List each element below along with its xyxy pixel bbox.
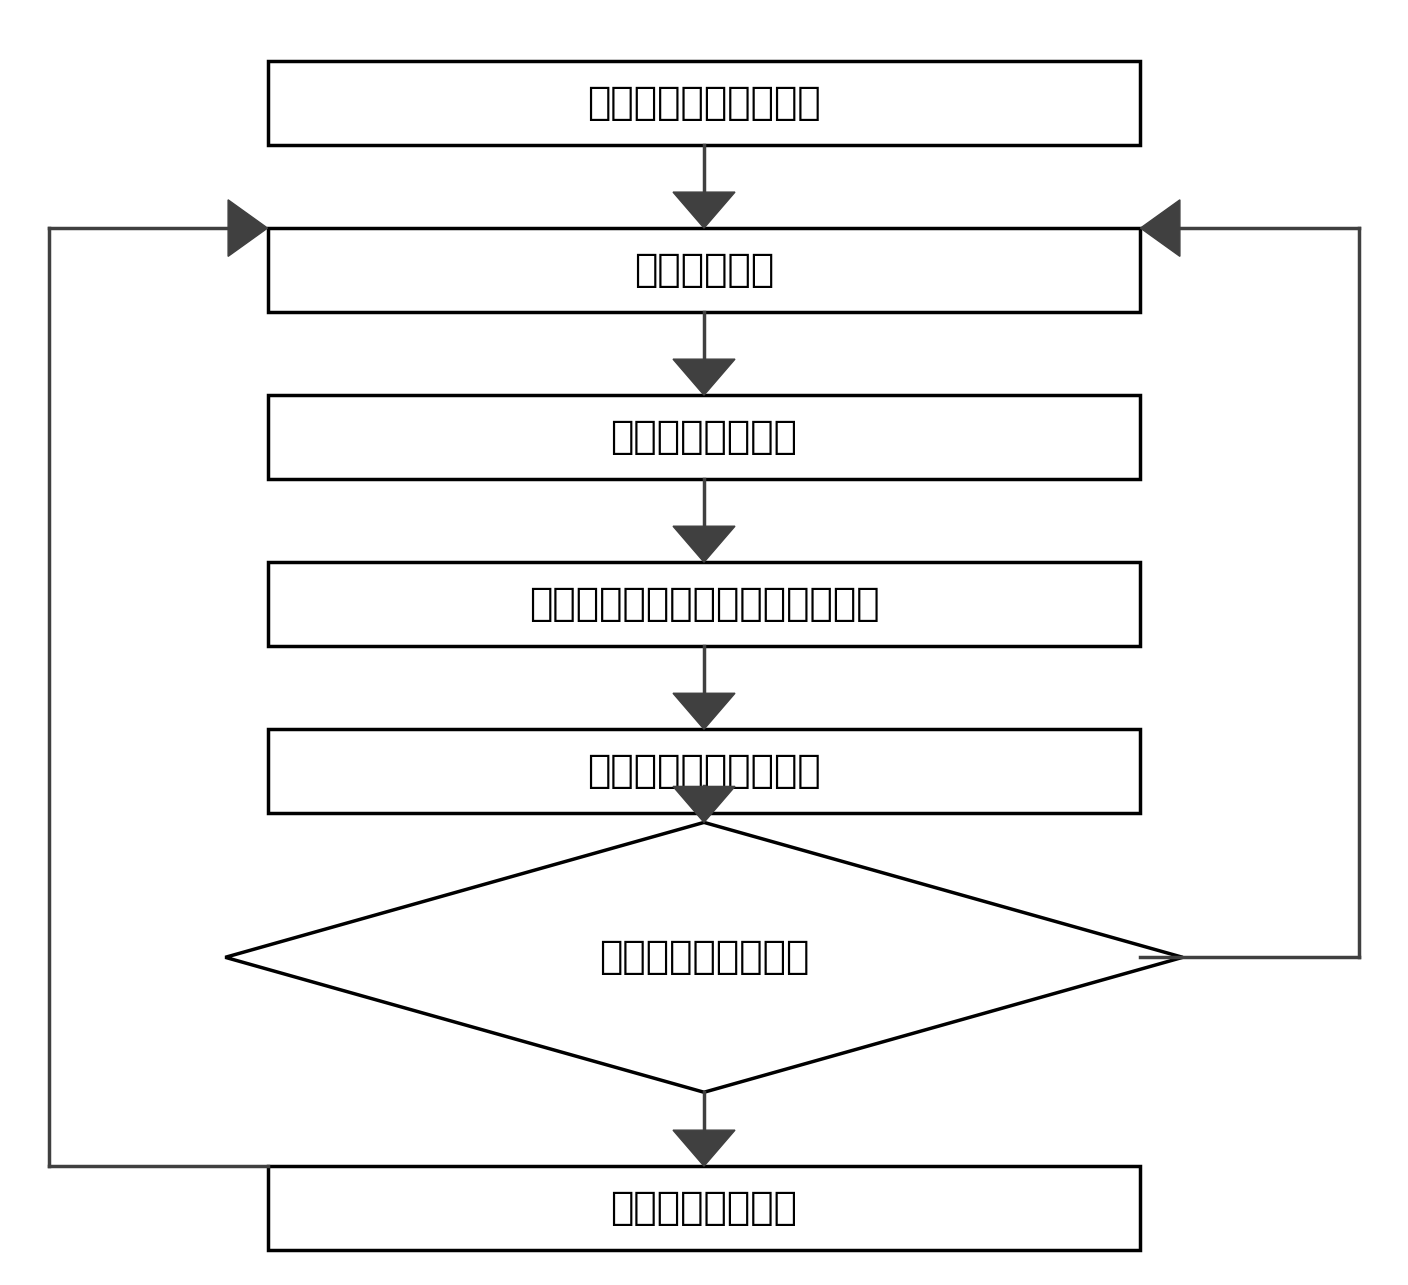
Bar bbox=[268, 729, 1140, 812]
Polygon shape bbox=[673, 1131, 735, 1167]
Bar bbox=[268, 60, 1140, 144]
Polygon shape bbox=[225, 822, 1183, 1092]
Polygon shape bbox=[673, 527, 735, 563]
Text: 遍历批次对象: 遍历批次对象 bbox=[634, 251, 774, 289]
Bar bbox=[268, 229, 1140, 311]
Bar bbox=[268, 394, 1140, 478]
Text: 是否大于本管段长度: 是否大于本管段长度 bbox=[598, 938, 810, 977]
Polygon shape bbox=[1140, 199, 1180, 257]
Text: 批次当前管段加一: 批次当前管段加一 bbox=[611, 1189, 797, 1227]
Text: 获取批次当前管段: 获取批次当前管段 bbox=[611, 418, 797, 456]
Polygon shape bbox=[673, 191, 735, 229]
Text: 逐一更新管道模型对象: 逐一更新管道模型对象 bbox=[587, 84, 821, 122]
Polygon shape bbox=[228, 199, 268, 257]
Text: 计算时间增量下的里程: 计算时间增量下的里程 bbox=[587, 752, 821, 790]
Polygon shape bbox=[673, 359, 735, 396]
Bar bbox=[268, 563, 1140, 645]
Polygon shape bbox=[673, 693, 735, 729]
Bar bbox=[268, 1167, 1140, 1249]
Text: 获取管段实时流速和当量管道长度: 获取管段实时流速和当量管道长度 bbox=[528, 585, 880, 623]
Polygon shape bbox=[673, 786, 735, 822]
